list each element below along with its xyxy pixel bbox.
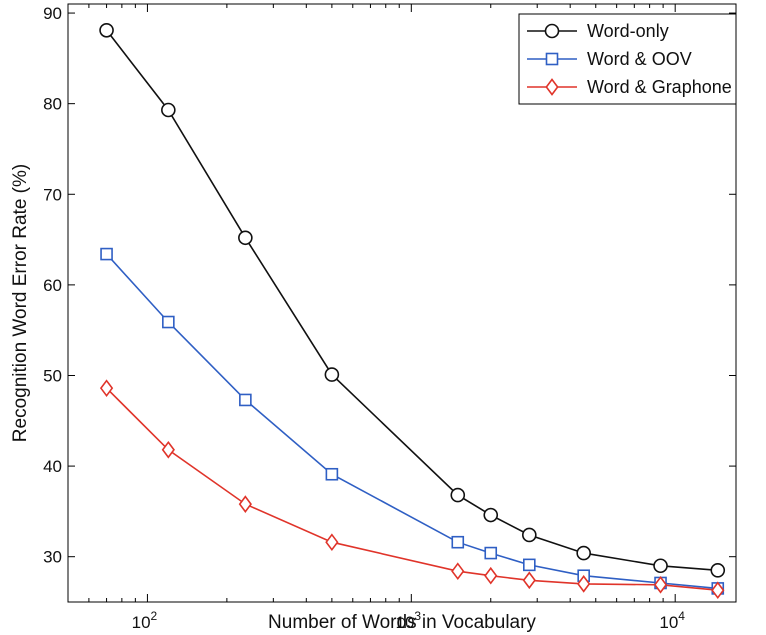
data-point-word-graphone xyxy=(161,440,175,459)
x-tick-label: 102 xyxy=(132,609,158,632)
data-point-word-oov xyxy=(484,546,498,560)
data-point-word-oov xyxy=(100,247,113,261)
data-point-word-graphone xyxy=(325,533,339,552)
y-tick-label: 40 xyxy=(43,457,62,476)
data-point-word-only xyxy=(522,527,537,543)
data-point-word-only xyxy=(710,562,726,578)
data-point-word-oov xyxy=(451,535,465,549)
x-tick-label: 103 xyxy=(396,609,422,632)
data-point-word-oov xyxy=(162,315,175,329)
legend-label: Word-only xyxy=(587,21,669,41)
data-point-word-oov xyxy=(239,393,252,407)
data-point-word-only xyxy=(576,545,591,561)
legend-marker xyxy=(544,23,560,39)
y-tick-label: 70 xyxy=(43,185,62,204)
series-line-word-only xyxy=(105,29,718,572)
data-point-word-graphone xyxy=(653,575,668,594)
data-point-word-oov xyxy=(325,467,339,481)
legend-marker xyxy=(545,78,559,96)
data-point-word-only xyxy=(99,22,114,38)
y-tick-label: 50 xyxy=(43,366,62,385)
data-point-word-graphone xyxy=(99,379,114,398)
series-line-word-graphone xyxy=(106,387,718,591)
data-point-word-graphone xyxy=(522,571,536,590)
x-tick-label: 104 xyxy=(659,609,685,632)
data-point-word-graphone xyxy=(711,581,725,600)
x-axis-title: Number of Words in Vocabulary xyxy=(268,612,536,633)
legend-label: Word & Graphone xyxy=(587,77,732,97)
legend-label: Word & OOV xyxy=(587,49,692,69)
data-point-word-graphone xyxy=(484,566,498,585)
y-tick-label: 60 xyxy=(43,276,62,295)
legend-marker xyxy=(545,52,559,66)
y-tick-label: 90 xyxy=(43,4,62,23)
data-point-word-oov xyxy=(523,558,536,572)
legend: Word-only Word & OOV Word & Graphone xyxy=(518,13,737,105)
data-point-word-only xyxy=(653,558,668,574)
y-axis-title: Recognition Word Error Rate (%) xyxy=(10,164,31,442)
data-point-word-graphone xyxy=(238,495,252,513)
data-point-word-graphone xyxy=(577,575,591,593)
data-point-word-only xyxy=(450,487,466,503)
data-point-word-graphone xyxy=(451,562,465,581)
y-tick-label: 30 xyxy=(43,548,62,567)
y-tick-label: 80 xyxy=(43,95,62,114)
data-point-word-only xyxy=(324,367,340,382)
data-point-word-only xyxy=(161,102,176,118)
data-point-word-only xyxy=(238,230,253,246)
data-point-word-only xyxy=(483,507,499,523)
series-line-word-oov xyxy=(106,253,718,590)
